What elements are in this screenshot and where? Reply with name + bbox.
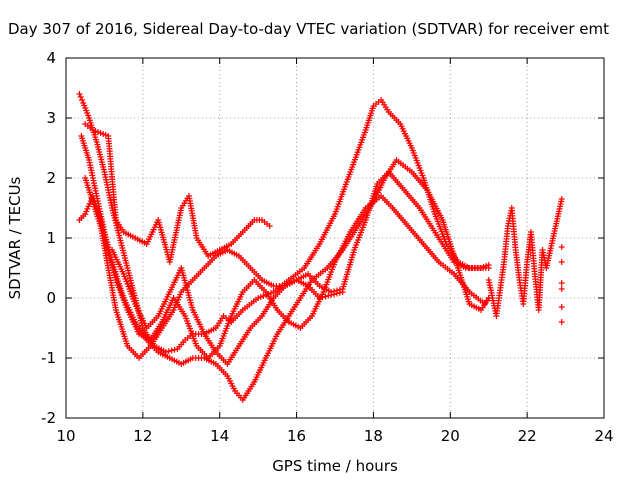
data-point-s4-p19 <box>266 223 273 229</box>
gridlines <box>66 58 604 418</box>
data-point-s6-p15 <box>558 244 565 250</box>
x-tick-label: 10 <box>56 427 75 445</box>
y-tick-label: 4 <box>46 49 56 67</box>
data-point-s0-p11 <box>162 349 169 355</box>
y-tick-label: 3 <box>46 109 56 127</box>
axis-ticks <box>65 57 605 419</box>
y-tick-labels: -2 -1 0 1 2 3 4 <box>41 49 56 427</box>
y-tick-label: -2 <box>41 409 56 427</box>
data-point-s6-p17 <box>558 280 565 286</box>
data-point-s6-p19 <box>558 304 565 310</box>
y-axis-label: SDTVAR / TECUs <box>6 176 24 299</box>
data-point-s5-p20 <box>339 289 346 295</box>
data-point-s6-p14 <box>558 196 565 202</box>
x-tick-labels: 10 12 14 16 18 20 22 24 <box>56 427 613 445</box>
data-points <box>76 91 565 403</box>
x-tick-label: 22 <box>518 427 537 445</box>
data-point-s0-p11-3 <box>171 346 178 353</box>
data-point-s5-p19 <box>328 292 335 298</box>
data-point-s0-p0 <box>76 91 83 97</box>
y-tick-label: 2 <box>46 169 56 187</box>
data-point-s6-p16 <box>558 259 565 265</box>
y-tick-label: 1 <box>46 229 56 247</box>
data-point-s5-p18-2 <box>322 293 329 300</box>
x-tick-label: 14 <box>210 427 229 445</box>
x-tick-label: 16 <box>287 427 306 445</box>
data-point-s6-p20 <box>558 319 565 325</box>
data-point-s3-p36 <box>485 265 492 271</box>
data-point-s6-p18 <box>558 286 565 292</box>
x-axis-label: GPS time / hours <box>272 457 398 475</box>
data-point-s0-p11-1 <box>165 348 172 355</box>
x-tick-label: 12 <box>133 427 152 445</box>
data-point-s0-p0-2 <box>79 97 86 103</box>
x-tick-label: 20 <box>441 427 460 445</box>
data-point-s5-p18 <box>316 295 323 301</box>
data-point-s5-p19-2 <box>333 290 340 297</box>
data-point-s5-p19-3 <box>336 289 343 296</box>
x-tick-label: 24 <box>594 427 613 445</box>
data-point-s0-p11-2 <box>168 347 175 354</box>
data-point-s5-p19-1 <box>331 291 338 298</box>
chart-title: Day 307 of 2016, Sidereal Day-to-day VTE… <box>8 20 609 38</box>
data-point-s0-p0-1 <box>77 94 84 100</box>
y-tick-label: -1 <box>41 349 56 367</box>
x-tick-label: 18 <box>364 427 383 445</box>
data-point-s5-p18-3 <box>325 292 332 299</box>
data-point-s5-p18-1 <box>319 294 326 301</box>
y-tick-label: 0 <box>46 289 56 307</box>
